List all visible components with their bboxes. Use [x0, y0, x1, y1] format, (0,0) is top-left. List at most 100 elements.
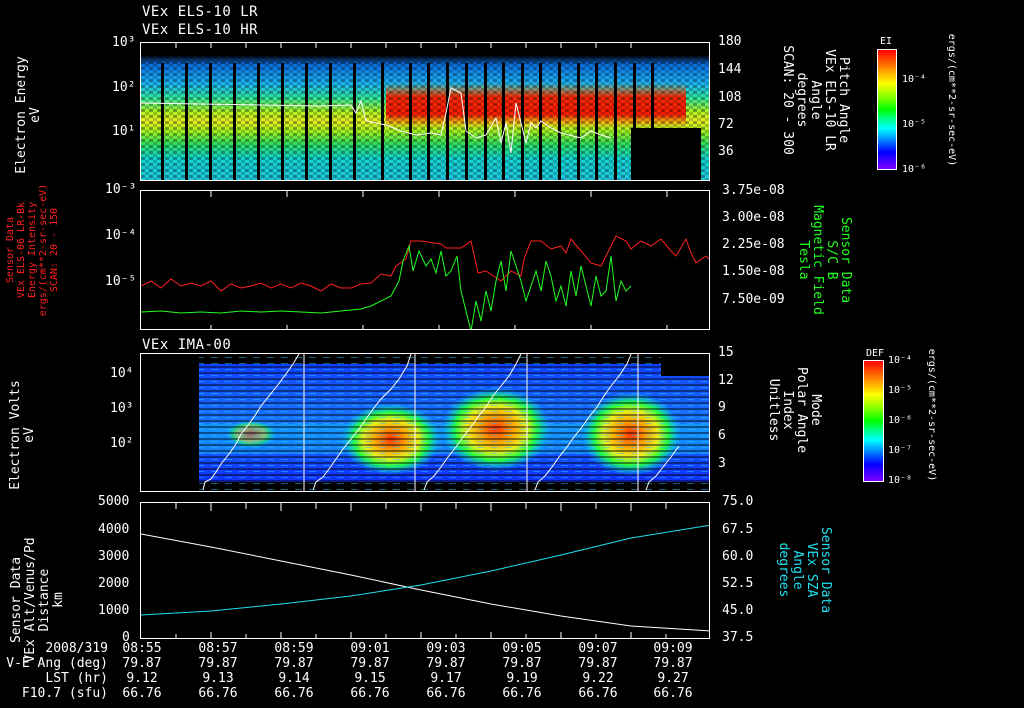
- orbit-ytick: 5000: [98, 494, 130, 509]
- intensity-ytick: 10⁻⁵: [105, 274, 137, 289]
- sza-ylabel-line: degrees: [776, 542, 791, 598]
- f107-value: 66.76: [653, 686, 693, 701]
- bfield-ylabel-line: Tesla: [796, 240, 811, 280]
- ima-colorbar-tick: 10⁻⁷: [888, 445, 913, 456]
- ima-spectrogram-plot: [141, 354, 709, 491]
- els-ytick-right: 180: [718, 34, 742, 49]
- els-ylabel-right-line: Angle: [808, 80, 823, 120]
- ima-colorbar-tick: 10⁻⁴: [888, 355, 913, 366]
- ima-title: VEx IMA-00: [142, 337, 232, 353]
- ima-ytick-right: 6: [718, 428, 726, 443]
- els-ylabel-right-line: SCAN: 20 - 300: [780, 45, 795, 155]
- footer-col: 08:57 79.87 9.13 66.76: [183, 642, 253, 701]
- sza-ylabel-line: Angle: [790, 550, 805, 590]
- orbit-ytick: 4000: [98, 522, 130, 537]
- intensity-ylabel-line: Sensor Data: [5, 216, 16, 284]
- ima-colorbar-units: ergs/(cm**2-sr-sec-eV): [926, 348, 937, 482]
- f107-value: 66.76: [198, 686, 238, 701]
- intensity-ylabel-line: SCAN: 20 - 150: [49, 207, 60, 293]
- ima-colorbar-tick: 10⁻⁸: [888, 475, 913, 486]
- footer-col: 09:07 79.87 9.22 66.76: [563, 642, 633, 701]
- time-label: 08:57: [198, 641, 238, 656]
- ve-value: 79.87: [578, 656, 618, 671]
- bfield-ytick: 3.75e-08: [722, 183, 785, 198]
- sza-ytick: 67.5: [722, 522, 754, 537]
- ima-ylabel-right-line: Index: [780, 390, 795, 430]
- els-ytick: 10³: [112, 35, 136, 50]
- time-label: 09:05: [502, 641, 542, 656]
- footer-col: 09:09 79.87 9.27 66.76: [638, 642, 708, 701]
- ima-ylabel-left: Electron Volts eV: [8, 365, 39, 505]
- ve-value: 79.87: [426, 656, 466, 671]
- ima-ylabel-right-line: Polar Angle: [794, 366, 809, 454]
- lst-value: 9.14: [278, 671, 310, 686]
- orbit-ytick: 2000: [98, 576, 130, 591]
- ima-colorbar-title: DEF: [866, 348, 885, 359]
- els-title-hr: VEx ELS-10 HR: [142, 22, 259, 38]
- ima-ytick: 10³: [110, 401, 134, 416]
- ima-colorbar: [863, 360, 884, 482]
- orbit-plot[interactable]: [140, 502, 710, 639]
- lst-value: 9.22: [582, 671, 614, 686]
- ve-value: 79.87: [502, 656, 542, 671]
- time-label: 09:09: [653, 641, 693, 656]
- f107-value: 66.76: [274, 686, 314, 701]
- f107-value: 66.76: [122, 686, 162, 701]
- bfield-ylabel-line: S/C B: [824, 240, 839, 280]
- ima-spectrogram[interactable]: [140, 353, 710, 492]
- ima-colorbar-tick: 10⁻⁶: [888, 415, 913, 426]
- els-colorbar-title: EI: [880, 36, 893, 47]
- intensity-ylabel-line: VEx ELS-06 LR-Bk: [16, 201, 27, 299]
- orbit-lines: [141, 503, 709, 638]
- footer-col: 08:55 79.87 9.12 66.76: [107, 642, 177, 701]
- footer-row-labels: 2008/319 V-E Ang (deg) LST (hr) F10.7 (s…: [0, 642, 108, 706]
- ima-ylabel-right-line: Unitless: [766, 378, 781, 442]
- f107-value: 66.76: [578, 686, 618, 701]
- orbit-ytick: 3000: [98, 549, 130, 564]
- els-colorbar-units: ergs/(cm**2-sr-sec-eV): [946, 33, 957, 167]
- els-spectrogram-plot: [141, 43, 709, 180]
- els-colorbar-tick: 10⁻⁴: [902, 74, 927, 85]
- els-ylabel-line: eV: [28, 107, 43, 123]
- els-ylabel-line: Electron Energy: [14, 56, 29, 174]
- orbit-ytick: 1000: [98, 603, 130, 618]
- ima-ylabel-line: eV: [22, 427, 37, 443]
- bfield-ylabel-line: Sensor Data: [838, 216, 853, 304]
- time-label: 08:55: [122, 641, 162, 656]
- els-ytick: 10²: [112, 80, 136, 95]
- els-ytick-right: 72: [718, 117, 734, 132]
- els-ylabel-right: Pitch Angle VEx ELS-10 LR Angle degrees …: [770, 10, 851, 190]
- bfield-ytick: 2.25e-08: [722, 237, 785, 252]
- footer-col: 09:03 79.87 9.17 66.76: [411, 642, 481, 701]
- time-label: 09:03: [426, 641, 466, 656]
- els-ytick: 10¹: [112, 124, 136, 139]
- bfield-ytick: 7.50e-09: [722, 292, 785, 307]
- intensity-lines: [141, 191, 709, 329]
- bfield-ylabel-right: Sensor Data S/C B Magnetic Field Tesla: [788, 200, 853, 320]
- sza-ylabel-right: Sensor Data VEx SZA Angle degrees: [768, 510, 833, 630]
- ima-ylabel-line: Electron Volts: [8, 380, 23, 490]
- ima-ylabel-right-line: Mode: [808, 394, 823, 426]
- ve-value: 79.87: [198, 656, 238, 671]
- f107-value: 66.76: [426, 686, 466, 701]
- sza-ytick: 52.5: [722, 576, 754, 591]
- bfield-ytick: 1.50e-08: [722, 264, 785, 279]
- footer-col: 09:01 79.87 9.15 66.76: [335, 642, 405, 701]
- lst-value: 9.17: [430, 671, 462, 686]
- ima-ytick-right: 15: [718, 345, 734, 360]
- els-colorbar-tick: 10⁻⁵: [902, 119, 927, 130]
- ima-ytick: 10⁴: [110, 366, 134, 381]
- sza-ylabel-line: VEx SZA: [804, 542, 819, 598]
- ima-ytick: 10²: [110, 436, 134, 451]
- footer-columns: 08:55 79.87 9.12 66.76 08:57 79.87 9.13 …: [0, 642, 1024, 706]
- intensity-ytick: 10⁻⁴: [105, 228, 137, 243]
- ve-value: 79.87: [122, 656, 162, 671]
- ima-ytick-right: 9: [718, 400, 726, 415]
- els-ylabel-right-line: VEx ELS-10 LR: [822, 49, 837, 151]
- footer-col: 09:05 79.87 9.19 66.76: [487, 642, 557, 701]
- ve-value: 79.87: [274, 656, 314, 671]
- els-spectrogram[interactable]: [140, 42, 710, 181]
- time-label: 09:01: [350, 641, 390, 656]
- lst-value: 9.27: [657, 671, 689, 686]
- intensity-plot[interactable]: [140, 190, 710, 330]
